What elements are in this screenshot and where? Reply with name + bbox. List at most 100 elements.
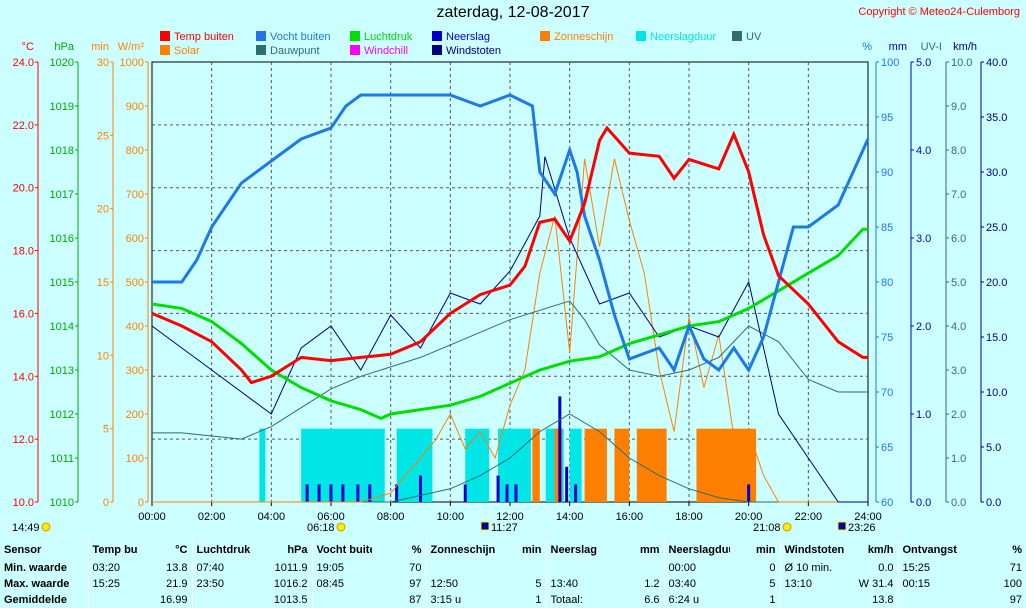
axis-tick-label: 0.0	[916, 497, 931, 509]
summary-row-avg: Gemiddelde 16.99 1013.5 87 3:15 u 1 Tota…	[0, 592, 1026, 608]
axis-tick-label: 75	[881, 332, 893, 344]
series-line-luchtdruk	[151, 227, 868, 421]
cell-value: 21.9	[166, 578, 188, 590]
cell-time: 15:25	[87, 576, 138, 592]
rain-bar	[356, 484, 360, 502]
x-tick-label: 08:00	[377, 511, 405, 523]
hdr-rain-unit: mm	[639, 544, 660, 556]
axis-tick-label: 14.0	[13, 371, 34, 383]
x-tick-label: 14:00	[556, 511, 584, 523]
sunshine-bar	[584, 428, 607, 502]
axis-tick-label: 5.0	[951, 277, 966, 289]
legend-swatch	[540, 31, 550, 41]
cell-value: 0.0	[878, 562, 894, 574]
axis-tick-label: 8.0	[951, 145, 966, 157]
cell-value: 71	[1009, 562, 1022, 574]
hdr-pressure-unit: hPa	[287, 544, 308, 556]
axis-tick-label: 1017	[50, 189, 74, 201]
legend-swatch	[160, 31, 170, 41]
rain-bar	[317, 484, 321, 502]
axis-tick-label: 3.0	[951, 365, 966, 377]
legend-swatch	[256, 31, 266, 41]
series-line-vocht-buiten	[152, 93, 870, 374]
series-line-uv	[152, 413, 868, 503]
series-line-temp-buiten	[151, 125, 868, 385]
cell-time	[779, 592, 846, 608]
axis-tick-label: 200	[126, 409, 144, 421]
axis-tick-label: 4.0	[916, 145, 931, 157]
x-tick-label: 06:00	[317, 511, 345, 523]
axis-tick-label: 0.0	[951, 497, 966, 509]
cell-time: 12:50	[425, 576, 496, 592]
copyright: Copyright © Meteo24-Culemborg	[858, 6, 1020, 18]
axis-tick-label: 4.0	[951, 321, 966, 333]
sun-marker-time: 11:27	[491, 522, 518, 534]
legend-swatch	[350, 45, 360, 55]
axis-tick-label: 24.0	[13, 57, 34, 69]
rain-bar	[419, 475, 422, 502]
axis-tick-label: 6.0	[951, 233, 966, 245]
rain-bar	[368, 484, 372, 502]
sun-marker-time: 06:18	[307, 522, 335, 534]
x-tick-label: 12:00	[496, 511, 524, 523]
hdr-gusts: Windstoten	[779, 538, 846, 560]
legend-label: Vocht buiten	[270, 31, 331, 43]
weather-chart: 00:00 02:00 04:00 06:00 08:00 10:00 12:00 14:00…	[12, 31, 1007, 534]
axis-tick-label: 3.0	[916, 233, 931, 245]
axis-tick-label: 90	[881, 167, 893, 179]
rainduration-bar	[259, 428, 266, 502]
axis-tick-label: 7.0	[951, 189, 966, 201]
hdr-rainduration: Neerslagduur	[663, 538, 730, 560]
axis-tick-label: 30.0	[986, 167, 1007, 179]
cell-value: 97	[1009, 594, 1022, 606]
summary-row-max: Max. waarde 15:25 21.9 23:50 1016.2 08:4…	[0, 576, 1026, 592]
legend-label: Temp buiten	[174, 31, 234, 43]
axis-unit-label: mm	[889, 41, 907, 53]
cell-time: 13:40	[545, 576, 612, 592]
cell-value: 1	[769, 594, 776, 606]
cell-value: 0	[769, 562, 776, 574]
cell-time	[87, 592, 138, 608]
summary-header-row: Sensor Temp buiten °C Luchtdruk hPa Voch…	[0, 538, 1026, 560]
legend-swatch	[732, 31, 742, 41]
moon-icon	[837, 521, 847, 531]
axis-tick-label: 15	[97, 277, 109, 289]
axis-tick-label: 0	[103, 497, 109, 509]
legend-swatch	[160, 45, 170, 55]
axis-tick-label: 9.0	[951, 101, 966, 113]
axis-tick-label: 35.0	[986, 112, 1007, 124]
sun-marker-time: 14:49	[12, 522, 40, 534]
legend-label: Zonneschijn	[554, 31, 613, 43]
hdr-sunshine-unit: min	[521, 544, 542, 556]
axis-tick-label: 15.0	[986, 332, 1007, 344]
axis-tick-label: 1012	[50, 409, 74, 421]
cell-value: 5	[535, 578, 542, 590]
axis-tick-label: 1000	[120, 57, 144, 69]
cell-time	[897, 592, 972, 608]
legend-label: Solar	[174, 45, 200, 57]
x-tick-label: 04:00	[258, 511, 286, 523]
cell-time: 3:15 u	[425, 592, 496, 608]
axis-unit-label: W/m²	[118, 41, 145, 53]
cell-value: 1016.2	[273, 578, 308, 590]
cell-value: 5	[769, 578, 776, 590]
axis-tick-label: 1018	[50, 145, 74, 157]
cell-time: 13:10	[779, 576, 846, 592]
axis-tick-label: 5.0	[916, 57, 931, 69]
sun-icon	[336, 522, 346, 532]
rain-bar	[565, 466, 569, 502]
axis-tick-label: 20.0	[986, 277, 1007, 289]
hdr-rainduration-unit: min	[755, 544, 776, 556]
x-tick-label: 00:00	[138, 511, 166, 523]
axis-tick-label: 10.0	[986, 387, 1007, 399]
rain-bar	[463, 484, 467, 502]
rain-bar	[341, 484, 345, 502]
row-label: Gemiddelde	[4, 594, 67, 606]
cell-value: 1	[535, 594, 542, 606]
axis-tick-label: 1010	[50, 497, 74, 509]
axis-tick-label: 40.0	[986, 57, 1007, 69]
legend-label: Windchill	[364, 45, 408, 57]
axis-tick-label: 700	[126, 189, 144, 201]
axis-unit-label: °C	[22, 41, 34, 53]
hdr-humidity-unit: %	[411, 544, 422, 556]
